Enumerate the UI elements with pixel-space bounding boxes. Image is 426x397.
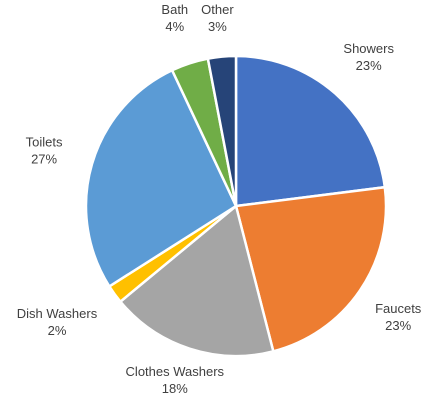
label-value-toilets: 27% [31, 151, 57, 166]
label-name-bath: Bath [161, 2, 188, 17]
label-dish-washers: Dish Washers 2% [17, 306, 98, 338]
label-value-clothes-washers: 18% [162, 381, 188, 396]
label-value-dish-washers: 2% [48, 323, 67, 338]
label-name-toilets: Toilets [26, 134, 63, 149]
label-name-faucets: Faucets [375, 301, 422, 316]
slice-faucets [234, 185, 388, 353]
label-value-showers: 23% [356, 58, 382, 73]
slice-other [206, 54, 238, 207]
label-name-showers: Showers [343, 41, 394, 56]
pie-labels: Showers 23% Faucets 23% Clothes Washers 18% Di… [17, 2, 422, 396]
label-clothes-washers: Clothes Washers 18% [126, 364, 225, 396]
label-showers: Showers 23% [343, 41, 394, 73]
label-bath: Bath 4% [161, 2, 188, 34]
label-value-other: 3% [208, 19, 227, 34]
label-name-clothes-washers: Clothes Washers [126, 364, 225, 379]
slice-showers [234, 54, 387, 208]
label-value-bath: 4% [165, 19, 184, 34]
slice-toilets [84, 68, 238, 289]
label-other: Other 3% [201, 2, 234, 34]
label-name-dish-washers: Dish Washers [17, 306, 98, 321]
label-toilets: Toilets 27% [26, 134, 63, 166]
label-value-faucets: 23% [385, 318, 411, 333]
slice-clothes-washers [118, 203, 275, 358]
label-faucets: Faucets 23% [375, 301, 422, 333]
pie-slices [84, 54, 388, 358]
label-name-other: Other [201, 2, 234, 17]
